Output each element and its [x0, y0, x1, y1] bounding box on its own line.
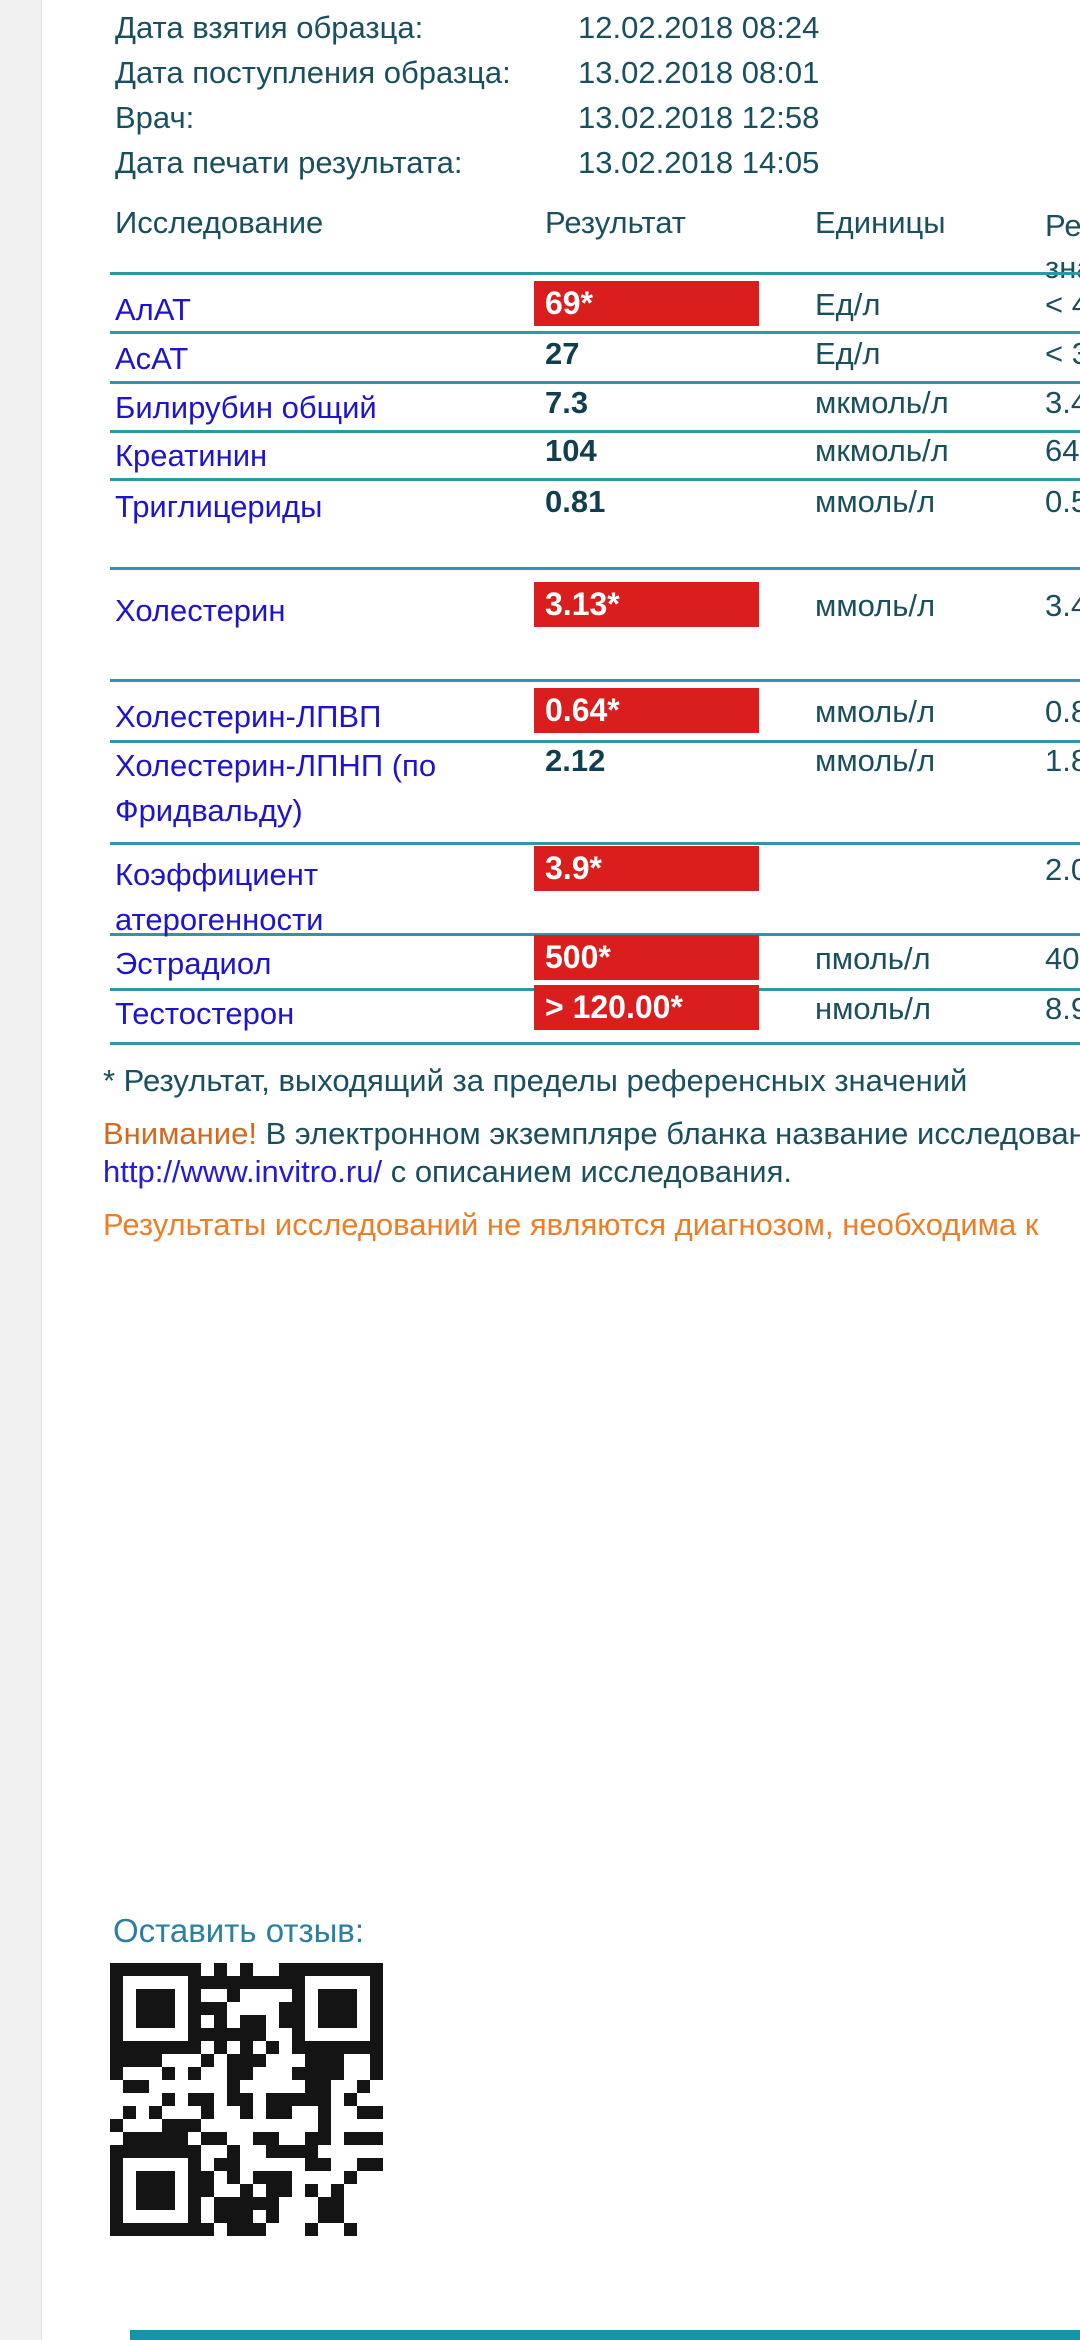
table-row: Креатинин 104 мкмоль/л 64: [0, 433, 1080, 529]
reference-value: 3.4: [1045, 385, 1080, 420]
link-suffix: с описанием исследования.: [382, 1154, 792, 1189]
meta-value: 13.02.2018 12:58: [578, 100, 820, 135]
reference-value: 2.0: [1045, 852, 1080, 887]
column-header-reference: Референсные значения: [1045, 208, 1080, 285]
analyte-name: Холестерин-ЛПВП: [115, 699, 382, 734]
result-value: 7.3: [545, 385, 589, 420]
meta-label: Врач:: [115, 100, 195, 135]
meta-value: 12.02.2018 08:24: [578, 10, 820, 45]
result-value-flagged: 69*: [534, 281, 759, 326]
units-label: мкмоль/л: [815, 385, 949, 420]
analyte-name: АсАТ: [115, 341, 189, 376]
units-label: ммоль/л: [815, 743, 936, 778]
analyte-name: Креатинин: [115, 438, 268, 473]
table-row: АсАТ 27 Ед/л < 3: [0, 336, 1080, 432]
next-page-edge-bar: [130, 2330, 1080, 2340]
analyte-name: Эстрадиол: [115, 946, 272, 981]
disclaimer-line: Результаты исследований не являются диаг…: [103, 1207, 1039, 1242]
table-row: Триглицериды 0.81 ммоль/л 0.5: [0, 484, 1080, 580]
analyte-name: Коэффициент атерогенности: [115, 857, 324, 937]
result-value-flagged: 0.64*: [534, 688, 759, 733]
invitro-link[interactable]: http://www.invitro.ru/: [103, 1154, 383, 1189]
units-label: мкмоль/л: [815, 433, 949, 468]
reference-value: 0.8: [1045, 694, 1080, 729]
analyte-name: Холестерин: [115, 593, 286, 628]
row-divider: [110, 478, 1080, 481]
out-of-range-footnote: * Результат, выходящий за пределы рефере…: [103, 1063, 968, 1098]
table-row: Холестерин-ЛПНП (по Фридвальду) 2.12 ммо…: [0, 743, 1080, 839]
reference-value: < 3: [1045, 336, 1080, 371]
result-value-flagged: > 120.00*: [534, 985, 759, 1030]
result-value-flagged: 500*: [534, 935, 759, 980]
analyte-name: Билирубин общий: [115, 390, 377, 425]
row-divider: [110, 679, 1080, 682]
table-row: АлАТ 69* Ед/л < 4: [0, 281, 1080, 383]
attention-line: Внимание! В электронном экземпляре бланк…: [103, 1116, 1080, 1152]
reference-value: 40: [1045, 941, 1080, 976]
row-divider: [110, 331, 1080, 334]
column-header-result: Результат: [545, 205, 686, 240]
result-value-flagged: 3.13*: [534, 582, 759, 627]
analyte-name: АлАТ: [115, 292, 191, 327]
units-label: ммоль/л: [815, 694, 936, 729]
reference-value: 1.8: [1045, 743, 1080, 778]
attention-label: Внимание!: [103, 1116, 257, 1151]
reference-value: 8.9: [1045, 991, 1080, 1026]
units-label: нмоль/л: [815, 991, 931, 1026]
row-divider: [110, 381, 1080, 384]
row-divider: [110, 567, 1080, 570]
table-row: Коэффициент атерогенности 3.9* 2.0: [0, 846, 1080, 948]
table-row: Холестерин-ЛПВП 0.64* ммоль/л 0.8: [0, 688, 1080, 790]
units-label: ммоль/л: [815, 484, 936, 519]
table-row: Холестерин 3.13* ммоль/л 3.4: [0, 582, 1080, 684]
header-divider: [110, 272, 1080, 275]
result-value: 27: [545, 336, 580, 371]
table-bottom-divider: [110, 1042, 1080, 1045]
units-label: Ед/л: [815, 287, 881, 322]
units-label: пмоль/л: [815, 941, 931, 976]
row-divider: [110, 933, 1080, 936]
reference-value: 64: [1045, 433, 1080, 468]
attention-text: В электронном экземпляре бланка название…: [256, 1116, 1080, 1151]
row-divider: [110, 842, 1080, 845]
units-label: Ед/л: [815, 336, 881, 371]
table-row: Эстрадиол 500* пмоль/л 40: [0, 935, 1080, 1037]
meta-value: 13.02.2018 08:01: [578, 55, 820, 90]
meta-label: Дата поступления образца:: [115, 55, 511, 90]
meta-label: Дата печати результата:: [115, 145, 463, 180]
column-header-name: Исследование: [115, 205, 324, 240]
page-left-margin: [0, 0, 42, 2340]
column-header-units: Единицы: [815, 205, 946, 240]
table-row: Билирубин общий 7.3 мкмоль/л 3.4: [0, 385, 1080, 481]
row-divider: [110, 740, 1080, 743]
table-row: Тестостерон > 120.00* нмоль/л 8.9: [0, 985, 1080, 1087]
analyte-name: Тестостерон: [115, 996, 295, 1031]
analyte-name: Холестерин-ЛПНП (по Фридвальду): [115, 748, 437, 828]
reference-value: 3.4: [1045, 588, 1080, 623]
result-value: 104: [545, 433, 597, 468]
reference-value: 0.5: [1045, 484, 1080, 519]
attention-link-line: http://www.invitro.ru/ с описанием иссле…: [103, 1154, 792, 1190]
row-divider: [110, 430, 1080, 433]
feedback-label: Оставить отзыв:: [113, 1912, 364, 1949]
meta-value: 13.02.2018 14:05: [578, 145, 820, 180]
units-label: ммоль/л: [815, 588, 936, 623]
meta-label: Дата взятия образца:: [115, 10, 424, 45]
reference-value: < 4: [1045, 287, 1080, 322]
result-value-flagged: 3.9*: [534, 846, 759, 891]
qr-code: [110, 1963, 383, 2236]
analyte-name: Триглицериды: [115, 489, 323, 524]
result-value: 2.12: [545, 743, 606, 778]
result-value: 0.81: [545, 484, 606, 519]
